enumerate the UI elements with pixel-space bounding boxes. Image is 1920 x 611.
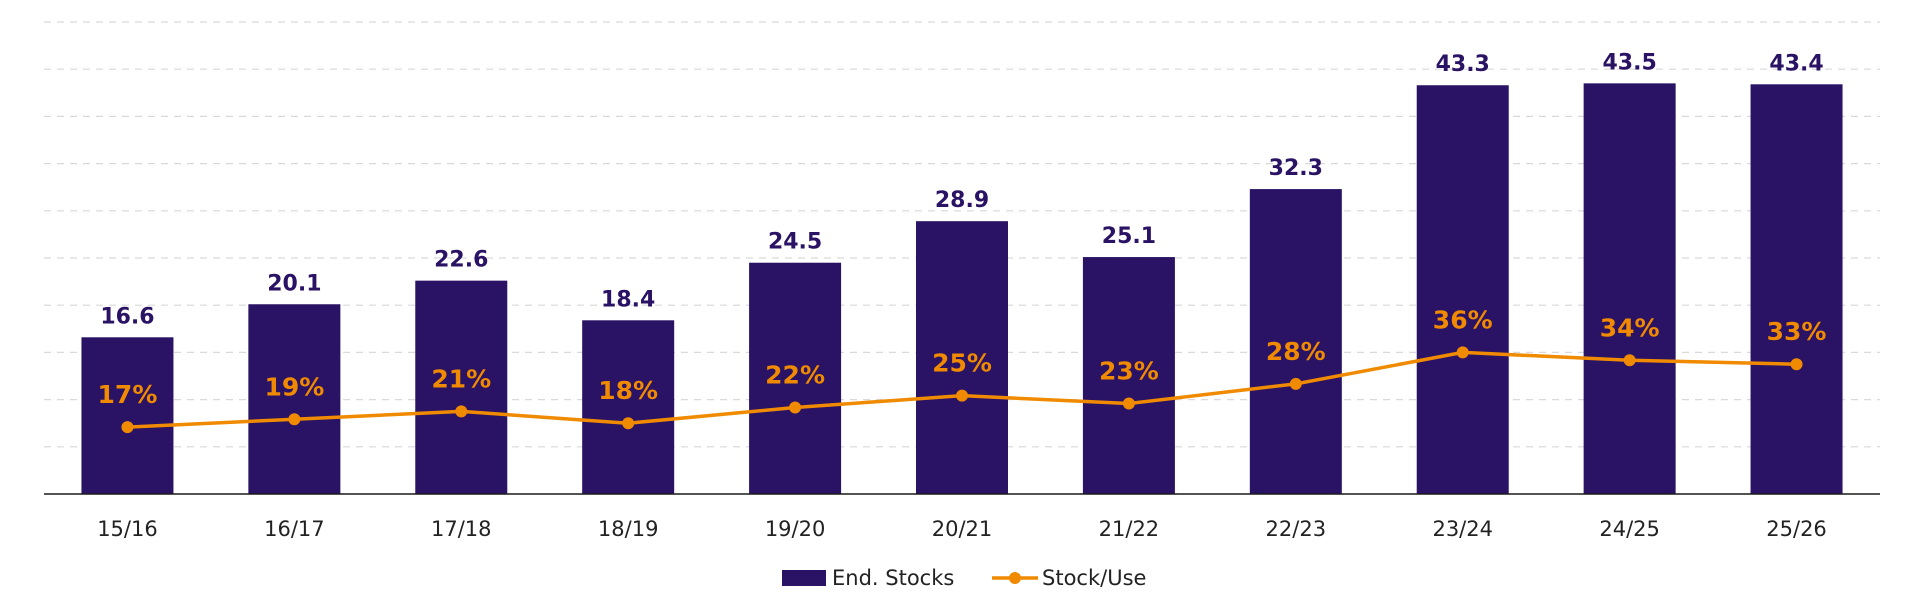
- legend: End. Stocks Stock/Use: [782, 566, 1146, 590]
- stock-use-point: [121, 421, 134, 434]
- x-tick-label: 17/18: [431, 517, 492, 541]
- bar: [1750, 84, 1843, 494]
- bar: [749, 262, 842, 494]
- stock-use-point: [455, 405, 468, 418]
- bar-value-label: 32.3: [1269, 156, 1323, 181]
- stock-use-point: [1122, 397, 1135, 410]
- bar-value-label: 24.5: [768, 230, 822, 255]
- bar: [1249, 189, 1342, 494]
- x-tick-label: 18/19: [598, 517, 659, 541]
- bar-value-label: 18.4: [601, 287, 655, 312]
- bar-series: [81, 83, 1843, 495]
- legend-line-dot: [1009, 572, 1021, 584]
- stock-use-label: 17%: [98, 380, 158, 409]
- stock-use-label: 22%: [765, 360, 825, 389]
- x-tick-label: 21/22: [1099, 517, 1160, 541]
- stock-use-point: [288, 413, 301, 426]
- x-tick-label: 22/23: [1266, 517, 1327, 541]
- bar-value-label: 20.1: [267, 271, 321, 296]
- stock-use-label: 19%: [264, 372, 324, 401]
- bar-value-labels: 16.6 20.1 22.6 18.4 24.5 28.9 25.1 32.3 43.3 43.5…: [100, 50, 1823, 329]
- legend-label-stock-use: Stock/Use: [1042, 566, 1146, 590]
- bar-value-label: 22.6: [434, 248, 488, 273]
- bar-value-label: 28.9: [935, 188, 989, 213]
- stock-use-label: 28%: [1266, 337, 1326, 366]
- bar: [1416, 85, 1509, 495]
- bar: [415, 280, 508, 494]
- stock-use-label: 18%: [598, 376, 658, 405]
- legend-label-end-stocks: End. Stocks: [832, 566, 954, 590]
- bar-value-label: 43.3: [1436, 52, 1490, 77]
- stock-use-point: [1456, 346, 1469, 359]
- stock-use-point: [1790, 358, 1803, 371]
- bar: [916, 221, 1008, 494]
- stock-use-point: [1623, 354, 1636, 367]
- bar-value-label: 16.6: [100, 304, 154, 329]
- stock-use-point: [956, 389, 968, 402]
- stock-use-point: [1289, 377, 1302, 390]
- legend-bar-swatch: [782, 570, 826, 586]
- bar-value-label: 43.4: [1769, 51, 1823, 76]
- stock-use-label: 23%: [1099, 357, 1159, 386]
- stock-use-point: [622, 417, 635, 430]
- line-value-labels: 17% 19% 21% 18% 22% 25% 23% 28% 36% 34% 33%: [98, 305, 1827, 409]
- bar: [81, 337, 174, 494]
- stock-use-label: 34%: [1600, 313, 1660, 342]
- stock-use-label: 25%: [932, 349, 992, 378]
- x-tick-label: 15/16: [97, 517, 158, 541]
- stock-use-point: [789, 401, 802, 414]
- x-tick-label: 16/17: [264, 517, 325, 541]
- x-tick-label: 20/21: [932, 517, 993, 541]
- x-tick-label: 25/26: [1766, 517, 1827, 541]
- bar-value-label: 25.1: [1102, 224, 1156, 249]
- bar: [1082, 257, 1175, 494]
- bar-value-label: 43.5: [1602, 50, 1656, 75]
- bar: [1583, 83, 1676, 495]
- gridlines: [44, 21, 1880, 448]
- stock-use-label: 33%: [1767, 317, 1827, 346]
- x-tick-label: 23/24: [1432, 517, 1493, 541]
- line-series: [121, 346, 1803, 434]
- x-axis-ticks: 15/16 16/17 17/18 18/19 19/20 20/21 21/22 22/23…: [97, 517, 1827, 541]
- x-tick-label: 24/25: [1599, 517, 1660, 541]
- stock-use-label: 36%: [1433, 305, 1493, 334]
- x-tick-label: 19/20: [765, 517, 826, 541]
- stock-use-label: 21%: [431, 364, 491, 393]
- bar: [582, 320, 675, 494]
- bar: [248, 304, 341, 494]
